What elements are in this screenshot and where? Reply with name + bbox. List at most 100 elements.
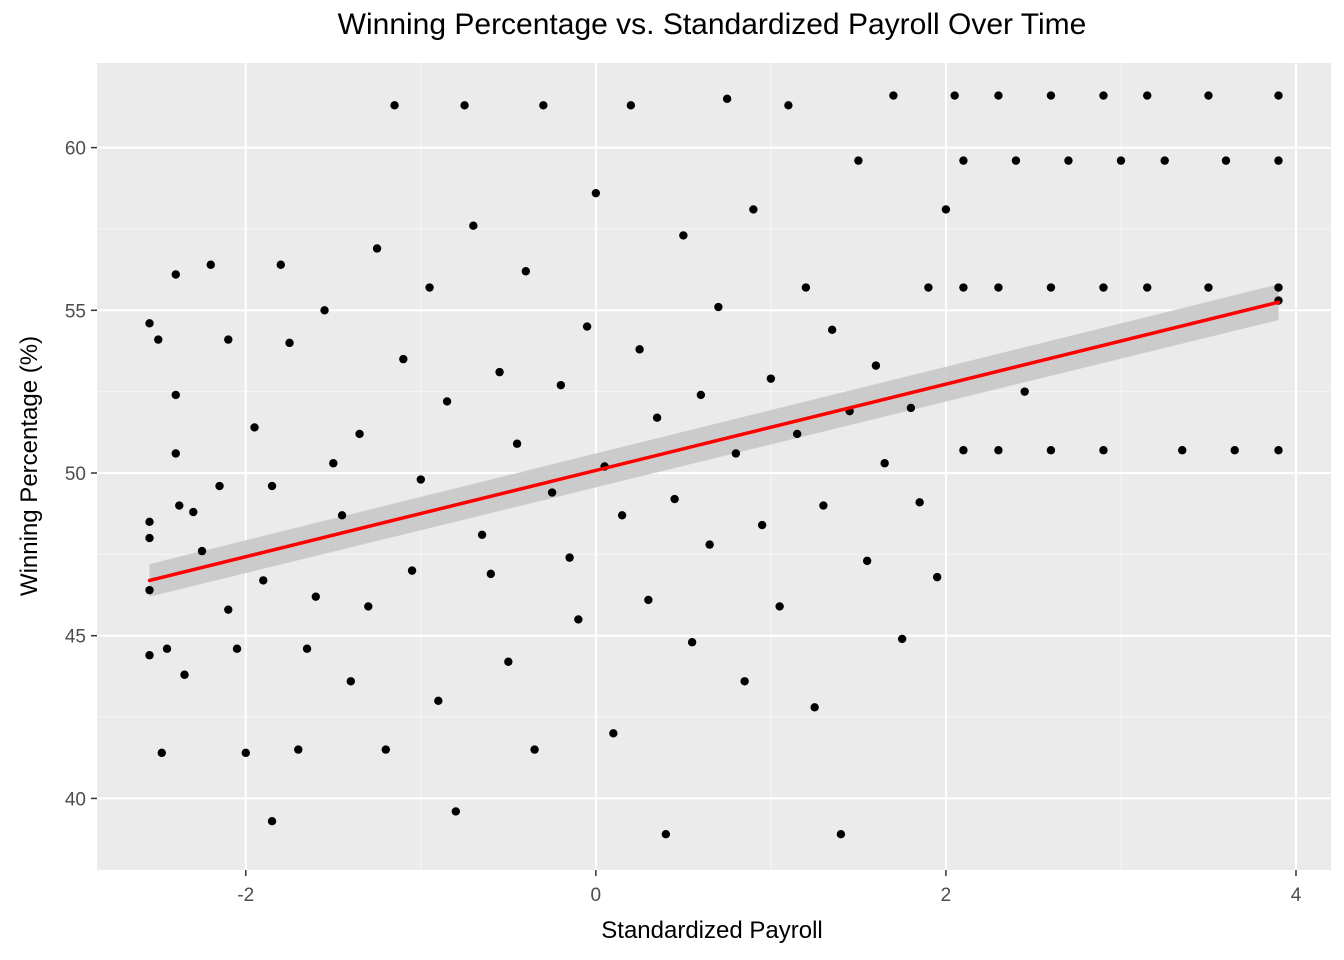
data-point [722, 94, 732, 103]
data-point [145, 651, 154, 660]
data-point [574, 615, 583, 624]
y-tick-label: 45 [65, 627, 86, 648]
data-point [469, 221, 478, 230]
data-point [171, 270, 180, 279]
data-point [451, 807, 461, 816]
data-point [154, 335, 163, 344]
x-tick-label: 4 [1291, 885, 1302, 906]
data-point [1274, 156, 1283, 165]
data-point [1204, 91, 1213, 100]
data-point [232, 644, 242, 653]
data-point [157, 748, 166, 758]
plot-panel [97, 63, 1331, 870]
data-point [731, 449, 741, 458]
data-point [346, 677, 356, 686]
data-point [994, 446, 1003, 455]
y-tick-label: 55 [65, 301, 86, 322]
y-tick-label: 60 [65, 139, 86, 160]
data-point [1143, 283, 1152, 292]
data-point [390, 101, 399, 110]
data-point [670, 494, 679, 504]
data-point [329, 459, 338, 468]
y-tick-label: 50 [65, 464, 86, 485]
chart-title: Winning Percentage vs. Standardized Payr… [337, 8, 1087, 41]
data-point [512, 439, 522, 448]
data-point [582, 322, 592, 331]
data-point [565, 553, 574, 562]
data-point [416, 475, 426, 484]
data-point [705, 540, 714, 549]
data-point [206, 260, 215, 269]
data-point [337, 511, 347, 520]
data-point [311, 592, 320, 601]
data-point [959, 156, 968, 165]
data-point [801, 283, 811, 292]
data-point [372, 244, 382, 253]
data-point [1020, 387, 1029, 396]
data-point [180, 670, 189, 679]
data-point [539, 101, 548, 110]
data-point [784, 101, 793, 110]
data-point [495, 367, 504, 377]
data-point [959, 283, 968, 292]
data-point [617, 511, 627, 520]
data-point [250, 423, 259, 432]
data-point [880, 459, 889, 468]
data-point [915, 498, 924, 507]
data-point [740, 677, 749, 686]
data-point [1160, 156, 1169, 165]
data-point [644, 595, 653, 605]
data-point [1221, 156, 1231, 165]
data-point [1143, 91, 1152, 100]
major-gridlines [97, 63, 1331, 870]
y-axis-title: Winning Percentage (%) [16, 336, 43, 596]
data-point [819, 501, 828, 510]
data-point [504, 657, 513, 666]
data-point [162, 644, 172, 653]
data-point [1099, 446, 1108, 455]
data-point [854, 156, 863, 165]
data-point [399, 354, 408, 364]
data-point [652, 413, 662, 422]
data-point [259, 576, 268, 585]
data-point [687, 638, 697, 647]
data-point [320, 306, 329, 315]
data-point [871, 361, 881, 370]
data-point [171, 390, 180, 400]
data-point [679, 231, 688, 240]
data-point [1099, 91, 1108, 100]
data-point [477, 530, 487, 540]
data-point [609, 729, 618, 738]
data-point [547, 488, 557, 497]
data-point [941, 205, 951, 214]
data-point [460, 101, 469, 110]
data-point [775, 602, 784, 611]
x-tick-label: 0 [591, 885, 602, 906]
data-point [267, 816, 277, 826]
data-point [224, 335, 233, 344]
data-point [1046, 283, 1056, 292]
data-point [862, 556, 872, 566]
data-point [175, 501, 184, 510]
data-point [626, 101, 636, 110]
data-point [827, 325, 837, 335]
data-point [897, 634, 907, 644]
data-point [267, 481, 277, 491]
data-point [836, 830, 846, 839]
data-point [635, 345, 644, 354]
data-point [521, 267, 531, 276]
data-point [189, 507, 198, 517]
data-point [950, 91, 959, 100]
data-point [1046, 446, 1056, 455]
data-point [766, 374, 776, 383]
data-point [994, 91, 1003, 100]
y-axis-ticks: 40 45 50 55 60 [65, 139, 97, 810]
data-point [215, 481, 224, 491]
data-point [757, 520, 767, 530]
data-point [145, 585, 154, 595]
data-point [1046, 91, 1056, 100]
regression-line-group [147, 300, 1281, 583]
data-point [1064, 156, 1073, 165]
data-point [1230, 446, 1239, 455]
data-point [285, 338, 294, 348]
